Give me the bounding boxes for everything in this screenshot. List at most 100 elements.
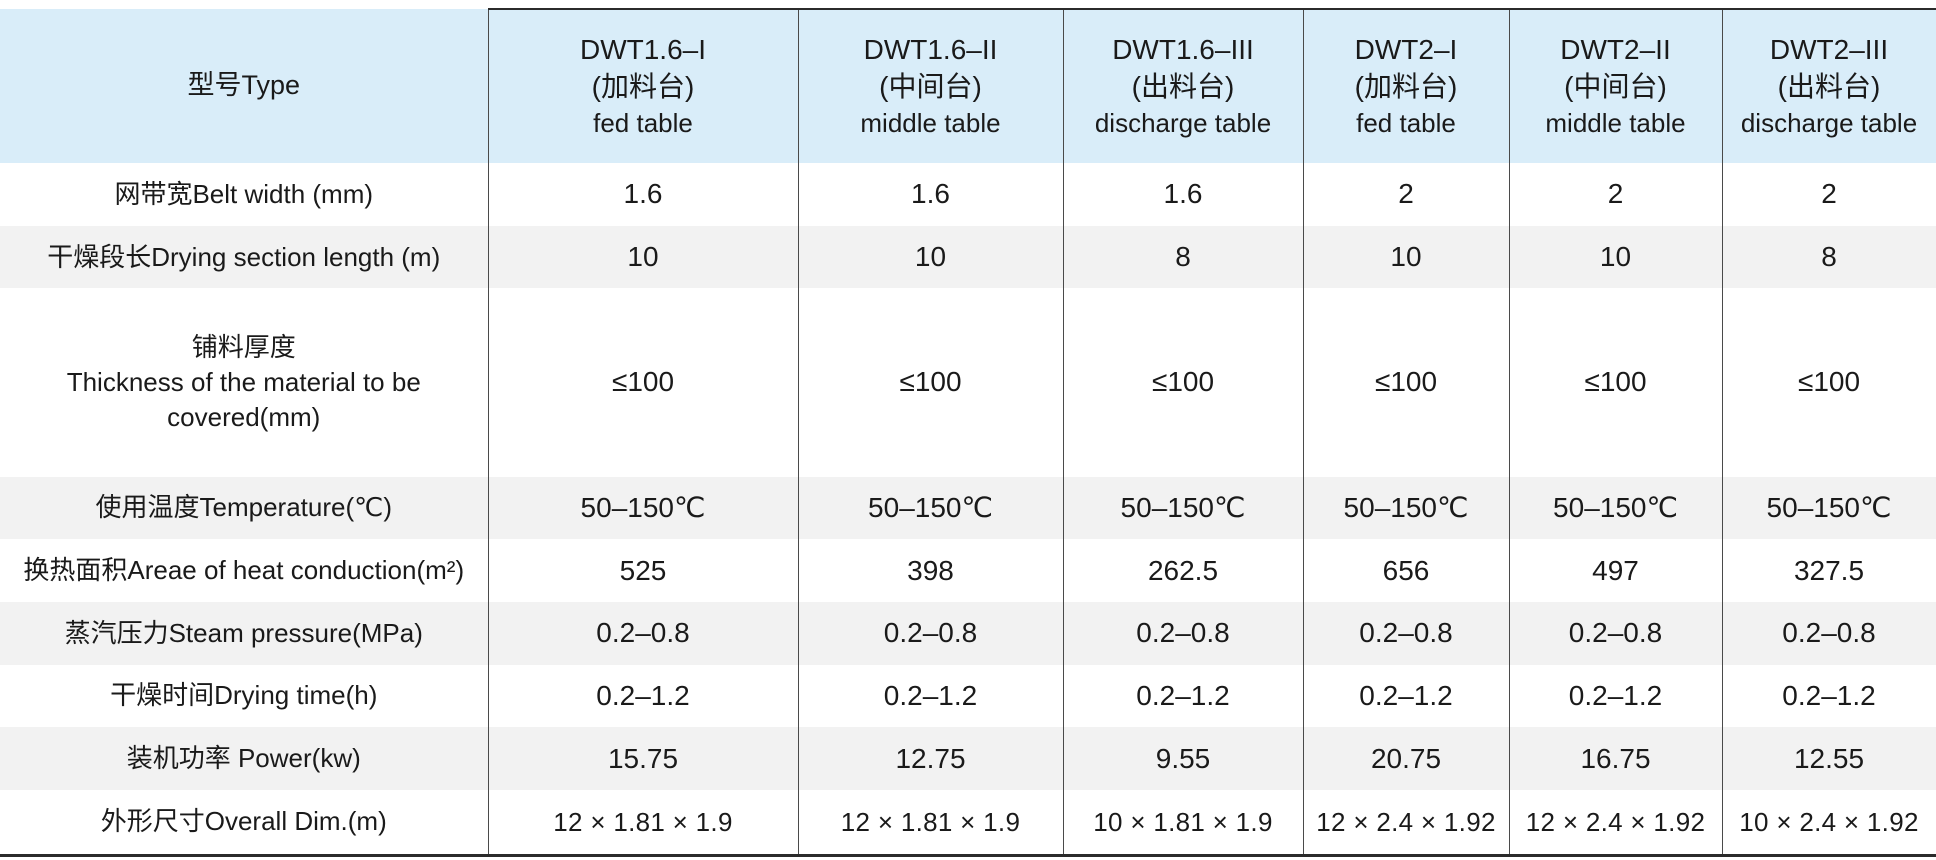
cell-value: ≤100 [1062,288,1303,477]
cell-value: 0.2–0.8 [797,601,1063,665]
cell-value: 50–150℃ [797,476,1063,540]
model-name-en: fed table [1356,108,1456,139]
cell-value: 0.2–0.8 [1508,601,1722,665]
model-name-zh: (中间台) [879,71,982,103]
model-name-en: discharge table [1094,108,1272,139]
table-row-heat-conduction-area: 换热面积Areae of heat conduction(m²) 525 398… [0,539,1936,602]
cell-value: 20.75 [1302,727,1509,791]
cell-value: 0.2–0.8 [1062,601,1303,665]
cell-value: 1.6 [1062,163,1303,226]
table-row-material-thickness: 铺料厚度 Thickness of the material to be cov… [0,288,1936,477]
table-row-drying-time: 干燥时间Drying time(h) 0.2–1.2 0.2–1.2 0.2–1… [0,664,1936,728]
model-name-zh: (加料台) [1354,71,1458,103]
cell-value: 2 [1302,163,1509,226]
model-name-en: middle table [1545,108,1686,139]
table-row-installed-power: 装机功率 Power(kw) 15.75 12.75 9.55 20.75 16… [0,727,1936,791]
cell-value: 50–150℃ [487,476,798,540]
cell-value: 0.2–1.2 [487,664,798,728]
cell-value: 1.6 [797,163,1063,226]
cell-value: 0.2–0.8 [1721,601,1936,665]
cell-value: 0.2–1.2 [1302,664,1509,728]
model-name: DWT2–II [1560,34,1671,66]
column-header-dwt1-6-3: DWT1.6–III (出料台) discharge table [1062,8,1303,163]
row-label: 换热面积Areae of heat conduction(m²) [23,555,465,586]
row-label: 干燥段长Drying section length (m) [47,241,441,272]
row-label: 蒸汽压力Steam pressure(MPa) [64,617,423,648]
corner-cell-type: 型号Type [187,70,301,101]
cell-value: 327.5 [1721,539,1936,602]
cell-value: 12 × 2.4 × 1.92 [1508,790,1722,856]
cell-value: 0.2–1.2 [1062,664,1303,728]
cell-value: 50–150℃ [1302,476,1509,540]
cell-value: 0.2–1.2 [797,664,1063,728]
cell-value: 525 [487,539,798,602]
cell-value: 12.75 [797,727,1063,791]
model-name-zh: (加料台) [591,71,695,103]
row-label: 装机功率 Power(kw) [126,743,361,774]
cell-value: 497 [1508,539,1722,602]
model-name-zh: (出料台) [1777,71,1881,103]
cell-value: 10 [1302,225,1509,289]
cell-value: 12.55 [1721,727,1936,791]
model-name: DWT1.6–II [863,34,998,66]
model-name: DWT2–I [1354,34,1458,66]
cell-value: 0.2–1.2 [1721,664,1936,728]
column-header-dwt1-6-1: DWT1.6–I (加料台) fed table [487,8,798,163]
cell-value: ≤100 [1508,288,1722,477]
model-name: DWT2–III [1769,34,1889,66]
cell-value: 8 [1062,225,1303,289]
cell-value: 9.55 [1062,727,1303,791]
cell-value: 2 [1508,163,1722,226]
table-row-overall-dimensions: 外形尺寸Overall Dim.(m) 12 × 1.81 × 1.9 12 ×… [0,790,1936,856]
model-name-zh: (出料台) [1131,71,1235,103]
cell-value: 12 × 1.81 × 1.9 [487,790,798,856]
model-name-en: fed table [593,108,693,139]
column-header-dwt1-6-2: DWT1.6–II (中间台) middle table [797,8,1063,163]
cell-value: 1.6 [487,163,798,226]
cell-value: 398 [797,539,1063,602]
cell-value: 50–150℃ [1508,476,1722,540]
model-name-en: middle table [860,108,1001,139]
column-header-dwt2-1: DWT2–I (加料台) fed table [1302,8,1509,163]
column-header-dwt2-2: DWT2–II (中间台) middle table [1508,8,1722,163]
cell-value: 262.5 [1062,539,1303,602]
cell-value: 656 [1302,539,1509,602]
cell-value: 12 × 1.81 × 1.9 [797,790,1063,856]
model-name-en: discharge table [1740,108,1918,139]
row-label: 外形尺寸Overall Dim.(m) [100,806,387,837]
cell-value: 0.2–0.8 [487,601,798,665]
cell-value: 0.2–0.8 [1302,601,1509,665]
cell-value: ≤100 [487,288,798,477]
table-row-temperature: 使用温度Temperature(℃) 50–150℃ 50–150℃ 50–15… [0,476,1936,540]
column-header-dwt2-3: DWT2–III (出料台) discharge table [1721,8,1936,163]
model-name-zh: (中间台) [1564,71,1667,103]
cell-value: 10 × 1.81 × 1.9 [1062,790,1303,856]
cell-value: 16.75 [1508,727,1722,791]
cell-value: 10 × 2.4 × 1.92 [1721,790,1936,856]
product-spec-table: 型号Type DWT1.6–I (加料台) fed table DWT1.6–I… [0,8,1936,857]
cell-value: 2 [1721,163,1936,226]
row-label: 网带宽Belt width (mm) [114,178,374,209]
model-name: DWT1.6–I [579,34,707,66]
row-label: 干燥时间Drying time(h) [110,680,378,711]
model-name: DWT1.6–III [1112,34,1254,66]
table-row-drying-section-length: 干燥段长Drying section length (m) 10 10 8 10… [0,225,1936,289]
row-label: 使用温度Temperature(℃) [95,492,392,523]
table-row-steam-pressure: 蒸汽压力Steam pressure(MPa) 0.2–0.8 0.2–0.8 … [0,601,1936,665]
table-row-belt-width: 网带宽Belt width (mm) 1.6 1.6 1.6 2 2 2 [0,163,1936,226]
cell-value: 50–150℃ [1062,476,1303,540]
cell-value: 10 [487,225,798,289]
cell-value: 10 [797,225,1063,289]
cell-value: 15.75 [487,727,798,791]
cell-value: 10 [1508,225,1722,289]
cell-value: 50–150℃ [1721,476,1936,540]
header-row: 型号Type DWT1.6–I (加料台) fed table DWT1.6–I… [0,8,1936,163]
cell-value: 0.2–1.2 [1508,664,1722,728]
cell-value: ≤100 [1721,288,1936,477]
cell-value: ≤100 [797,288,1063,477]
cell-value: 8 [1721,225,1936,289]
cell-value: 12 × 2.4 × 1.92 [1302,790,1509,856]
cell-value: ≤100 [1302,288,1509,477]
row-label: 铺料厚度 Thickness of the material to be cov… [66,331,421,433]
